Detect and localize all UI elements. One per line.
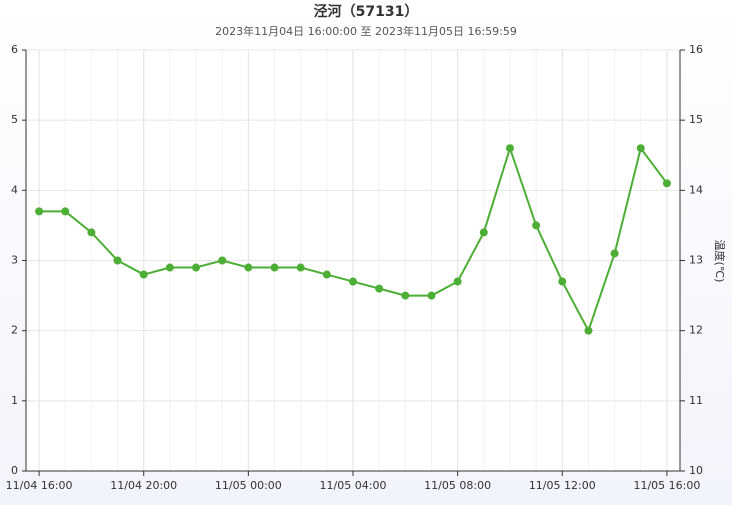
point bbox=[375, 284, 384, 293]
point bbox=[322, 270, 331, 279]
point bbox=[532, 221, 541, 230]
point bbox=[61, 207, 70, 216]
y2-tick-label: 15 bbox=[689, 113, 703, 126]
point bbox=[453, 277, 462, 286]
point bbox=[610, 249, 619, 258]
x-tick-label: 11/05 08:00 bbox=[424, 479, 491, 492]
point bbox=[113, 256, 122, 265]
point bbox=[479, 228, 488, 237]
x-tick-label: 11/04 20:00 bbox=[110, 479, 177, 492]
point bbox=[270, 263, 279, 272]
chart-title: 泾河（57131） bbox=[314, 3, 419, 20]
point bbox=[35, 207, 44, 216]
chart-subtitle: 2023年11月04日 16:00:00 至 2023年11月05日 16:59… bbox=[215, 24, 517, 38]
point bbox=[636, 144, 645, 153]
point bbox=[244, 263, 253, 272]
x-tick-label: 11/05 12:00 bbox=[529, 479, 596, 492]
y-tick-label: 3 bbox=[11, 254, 18, 267]
y2-tick-label: 13 bbox=[689, 254, 703, 267]
x-tick-label: 11/05 00:00 bbox=[215, 479, 282, 492]
x-tick-label: 11/04 16:00 bbox=[6, 479, 73, 492]
y2-tick-label: 14 bbox=[689, 183, 703, 196]
y2-tick-label: 16 bbox=[689, 43, 703, 56]
point bbox=[584, 326, 593, 335]
point bbox=[87, 228, 96, 237]
point bbox=[192, 263, 201, 272]
point bbox=[165, 263, 174, 272]
point bbox=[558, 277, 567, 286]
y-tick-label: 0 bbox=[11, 464, 18, 477]
point bbox=[662, 179, 671, 188]
y2-tick-label: 12 bbox=[689, 324, 703, 337]
point bbox=[139, 270, 148, 279]
point bbox=[401, 291, 410, 300]
y2-axis-label: 温度(℃) bbox=[713, 240, 727, 283]
y-tick-label: 5 bbox=[11, 113, 18, 126]
y-tick-label: 6 bbox=[11, 43, 18, 56]
point bbox=[218, 256, 227, 265]
x-tick-label: 11/05 04:00 bbox=[320, 479, 387, 492]
y2-tick-label: 11 bbox=[689, 394, 703, 407]
point bbox=[505, 144, 514, 153]
y-tick-label: 4 bbox=[11, 183, 18, 196]
point bbox=[296, 263, 305, 272]
y2-tick-label: 10 bbox=[689, 464, 703, 477]
point bbox=[427, 291, 436, 300]
point bbox=[349, 277, 357, 286]
y-tick-label: 1 bbox=[11, 394, 18, 407]
x-tick-label: 11/05 16:00 bbox=[633, 479, 700, 492]
y-tick-label: 2 bbox=[11, 324, 18, 337]
